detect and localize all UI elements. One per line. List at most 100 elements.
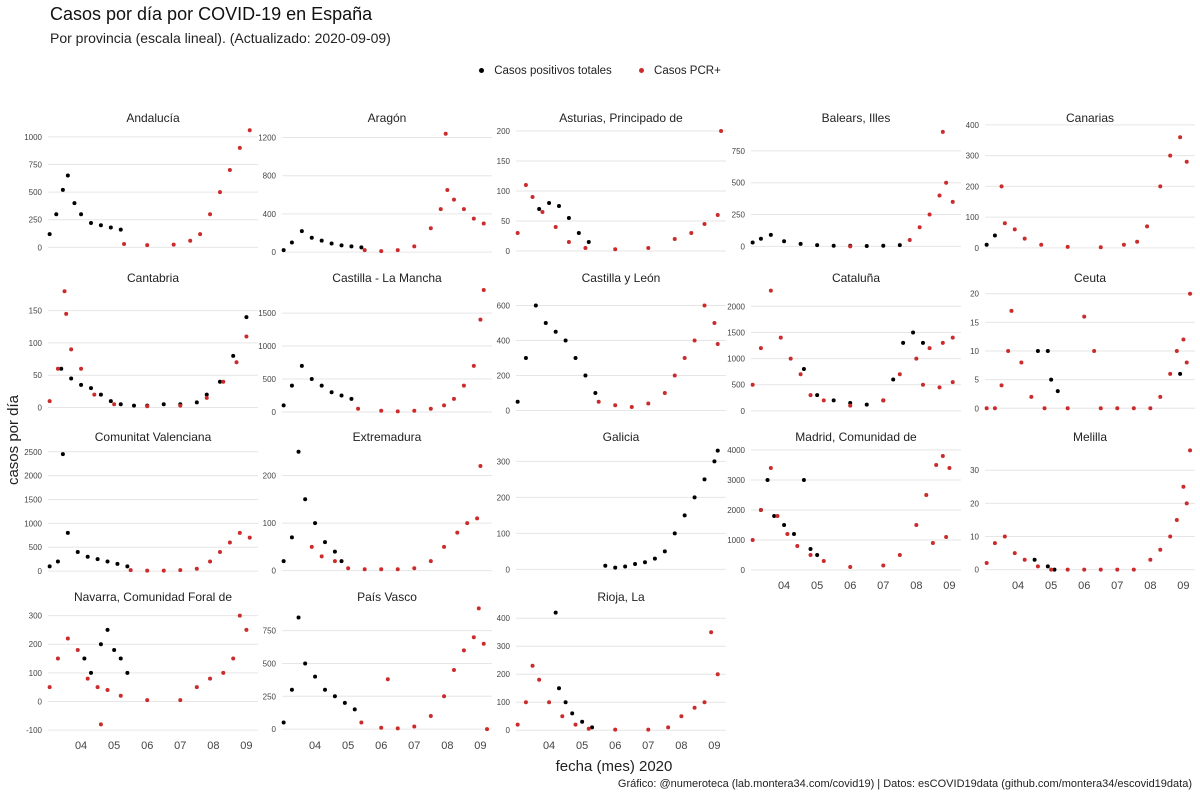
point-pcr: [666, 725, 671, 730]
point-pcr: [798, 372, 803, 377]
point-pcr: [1174, 517, 1179, 522]
y-tick-label: 400: [497, 337, 511, 346]
y-tick-label: 200: [497, 372, 511, 381]
y-tick-label: 500: [263, 659, 277, 668]
point-pcr: [442, 403, 447, 408]
point-total: [95, 557, 100, 562]
facet-panel: Melilla 0 10 20 30 04 05 06 07 08 09: [970, 430, 1195, 592]
point-total: [897, 243, 902, 248]
y-tick-label: 2000: [727, 506, 745, 515]
point-total: [59, 366, 64, 371]
point-total: [563, 338, 568, 343]
point-total: [864, 402, 869, 407]
facet-panel: Extremadura 0 100 200: [263, 430, 492, 576]
y-tick-label: 100: [497, 187, 511, 196]
point-total: [712, 459, 717, 464]
facet-title: Castilla y León: [582, 271, 661, 285]
facet-title: Navarra, Comunidad Foral de: [74, 590, 232, 604]
x-tick-label: 05: [576, 740, 588, 752]
point-pcr: [208, 559, 213, 564]
point-pcr: [395, 409, 400, 414]
y-tick-label: 200: [263, 472, 277, 481]
point-pcr: [927, 346, 932, 351]
y-tick-label: 0: [741, 566, 746, 575]
point-pcr: [1131, 406, 1136, 411]
point-total: [319, 383, 324, 388]
point-pcr: [702, 222, 707, 226]
y-tick-label: 20: [970, 499, 979, 508]
point-pcr: [682, 356, 687, 360]
point-pcr: [897, 372, 902, 377]
point-total: [88, 221, 93, 226]
point-pcr: [1168, 534, 1173, 539]
point-pcr: [161, 568, 166, 573]
point-pcr: [515, 722, 520, 727]
point-total: [515, 399, 520, 404]
point-pcr: [428, 559, 433, 564]
point-total: [217, 379, 222, 384]
facet-panel: Castilla y León 0 200 400 600: [497, 271, 726, 416]
point-pcr: [356, 406, 361, 411]
point-pcr: [1022, 236, 1027, 241]
point-total: [281, 403, 286, 408]
point-total: [576, 231, 581, 235]
point-pcr: [950, 380, 955, 385]
point-total: [1055, 389, 1060, 394]
facet-panel: Cataluña 0 500 1000 1500 2000: [727, 271, 961, 416]
point-total: [992, 233, 997, 238]
point-pcr: [914, 356, 919, 361]
point-total: [88, 670, 93, 675]
point-pcr: [795, 544, 800, 548]
chart-subtitle: Por provincia (escala lineal). (Actualiz…: [50, 30, 391, 46]
point-total: [553, 329, 558, 334]
y-tick-label: 800: [263, 172, 277, 181]
x-tick-label: 05: [811, 580, 823, 592]
point-pcr: [940, 454, 945, 458]
point-pcr: [758, 508, 763, 512]
y-tick-label: 500: [732, 179, 746, 188]
y-tick-label: 100: [29, 669, 43, 678]
x-tick-label: 05: [1045, 580, 1057, 592]
point-pcr: [1092, 349, 1097, 353]
facet-panel: País Vasco 0 250 500 750 04 05 06 07 08 09: [263, 590, 492, 752]
point-pcr: [55, 656, 60, 661]
point-pcr: [461, 648, 466, 653]
point-pcr: [788, 356, 793, 361]
y-tick-label: 150: [29, 307, 43, 316]
point-pcr: [244, 627, 249, 632]
point-total: [339, 559, 344, 564]
y-tick-label: -100: [26, 726, 43, 735]
point-pcr: [75, 647, 80, 652]
x-tick-label: 08: [207, 740, 219, 752]
y-tick-label: 250: [29, 216, 43, 225]
point-total: [570, 711, 575, 716]
point-pcr: [984, 406, 989, 411]
point-total: [815, 393, 820, 398]
point-pcr: [1022, 557, 1027, 562]
point-pcr: [237, 613, 242, 618]
point-pcr: [1184, 501, 1189, 506]
point-pcr: [379, 567, 384, 572]
point-pcr: [808, 393, 813, 398]
point-pcr: [451, 396, 456, 401]
point-pcr: [537, 677, 542, 682]
x-tick-label: 04: [543, 740, 555, 752]
point-pcr: [1029, 394, 1034, 399]
point-pcr: [178, 568, 183, 573]
y-tick-label: 0: [975, 244, 980, 253]
point-total: [920, 340, 925, 345]
point-pcr: [613, 727, 618, 732]
point-pcr: [471, 363, 476, 368]
y-tick-label: 200: [497, 127, 511, 136]
point-total: [573, 356, 578, 360]
y-tick-label: 0: [975, 404, 980, 413]
point-pcr: [750, 538, 755, 542]
x-tick-label: 08: [675, 740, 687, 752]
point-total: [125, 670, 130, 675]
point-total: [662, 549, 667, 554]
point-total: [72, 201, 77, 206]
point-pcr: [930, 541, 935, 545]
point-total: [543, 321, 548, 325]
point-pcr: [950, 199, 955, 204]
point-pcr: [451, 668, 456, 672]
